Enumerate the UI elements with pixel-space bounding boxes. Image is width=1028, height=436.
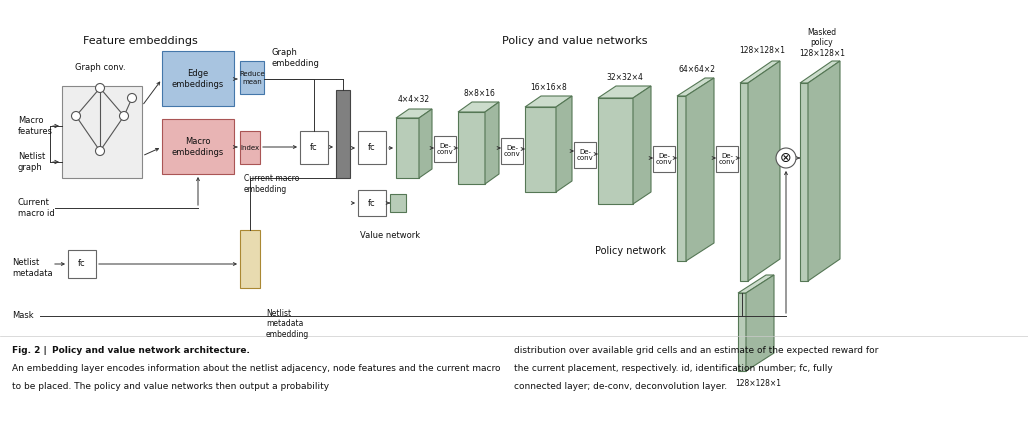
Text: 4×4×32: 4×4×32 (398, 95, 430, 105)
Bar (162, 51, 234, 106)
Polygon shape (738, 293, 746, 371)
Polygon shape (419, 109, 432, 178)
Bar (300, 131, 328, 164)
Text: De-
conv: De- conv (504, 144, 520, 157)
Circle shape (96, 84, 105, 92)
Polygon shape (748, 61, 780, 281)
Text: 16×16×8: 16×16×8 (530, 84, 567, 92)
Polygon shape (556, 96, 572, 192)
Text: Fig. 2 |: Fig. 2 | (12, 346, 46, 355)
Text: De-
conv: De- conv (577, 149, 593, 161)
Text: fc: fc (310, 143, 318, 153)
Bar (653, 146, 675, 172)
Text: Feature embeddings: Feature embeddings (82, 36, 197, 46)
Polygon shape (740, 83, 748, 281)
Polygon shape (677, 96, 686, 261)
Text: Netlist
metadata
embedding: Netlist metadata embedding (266, 309, 309, 339)
Polygon shape (686, 78, 714, 261)
Text: An embedding layer encodes information about the netlist adjacency, node feature: An embedding layer encodes information a… (12, 364, 501, 373)
Circle shape (127, 93, 137, 102)
Text: De-
conv: De- conv (656, 153, 672, 166)
Circle shape (96, 146, 105, 156)
Text: De-
conv: De- conv (437, 143, 453, 156)
Bar (162, 119, 234, 174)
Polygon shape (485, 102, 499, 184)
Text: Reduce
mean: Reduce mean (240, 72, 265, 85)
Polygon shape (458, 102, 499, 112)
Text: Index: Index (241, 145, 259, 151)
Text: Policy network: Policy network (594, 246, 665, 256)
Text: Mask: Mask (12, 311, 34, 320)
Text: 128×128×1: 128×128×1 (735, 378, 781, 388)
Text: Edge
embeddings: Edge embeddings (172, 69, 224, 89)
Polygon shape (396, 109, 432, 118)
Bar (715, 146, 738, 172)
Text: fc: fc (78, 259, 85, 269)
Polygon shape (740, 61, 780, 83)
Text: ⊗: ⊗ (780, 151, 792, 165)
Bar (501, 138, 523, 164)
Text: Current macro
embedding: Current macro embedding (244, 174, 299, 194)
Polygon shape (746, 275, 774, 371)
Polygon shape (738, 275, 774, 293)
Bar (240, 131, 260, 164)
Polygon shape (808, 61, 840, 281)
Text: Netlist
metadata: Netlist metadata (12, 258, 52, 278)
Text: 8×8×16: 8×8×16 (463, 89, 494, 99)
Text: Policy and value networks: Policy and value networks (503, 36, 648, 46)
Text: Value network: Value network (360, 232, 420, 241)
Circle shape (776, 148, 796, 168)
Text: the current placement, respectively. id, identification number; fc, fully: the current placement, respectively. id,… (514, 364, 833, 373)
Bar (336, 90, 350, 178)
Text: Netlist
graph: Netlist graph (19, 152, 45, 172)
Polygon shape (458, 112, 485, 184)
Text: fc: fc (368, 198, 376, 208)
Text: Policy and value network architecture.: Policy and value network architecture. (52, 346, 250, 355)
Bar (358, 190, 386, 216)
Circle shape (72, 112, 80, 120)
Bar (574, 142, 596, 168)
Bar (240, 61, 264, 94)
Text: Macro
features: Macro features (19, 116, 53, 136)
Text: to be placed. The policy and value networks then output a probability: to be placed. The policy and value netwo… (12, 382, 329, 391)
Polygon shape (677, 78, 714, 96)
Text: 64×64×2: 64×64×2 (678, 65, 715, 74)
Polygon shape (598, 98, 633, 204)
Polygon shape (525, 107, 556, 192)
Bar (240, 230, 260, 288)
Polygon shape (598, 86, 651, 98)
Text: 128×128×1: 128×128×1 (739, 47, 785, 55)
Text: Graph
embedding: Graph embedding (272, 48, 320, 68)
Polygon shape (800, 83, 808, 281)
Polygon shape (633, 86, 651, 204)
Text: 32×32×4: 32×32×4 (607, 74, 644, 82)
Circle shape (119, 112, 128, 120)
Bar (434, 136, 456, 162)
Polygon shape (800, 61, 840, 83)
Text: Macro
embeddings: Macro embeddings (172, 137, 224, 157)
Polygon shape (525, 96, 572, 107)
Polygon shape (396, 118, 419, 178)
Bar (62, 86, 142, 178)
Text: connected layer; de-conv, deconvolution layer.: connected layer; de-conv, deconvolution … (514, 382, 727, 391)
Text: De-
conv: De- conv (719, 153, 735, 166)
Text: Masked
policy
128×128×1: Masked policy 128×128×1 (799, 28, 845, 58)
Text: Current
macro id: Current macro id (19, 198, 54, 218)
Text: Graph conv.: Graph conv. (75, 64, 125, 72)
Text: fc: fc (368, 143, 376, 153)
Bar (68, 250, 96, 278)
Text: distribution over available grid cells and an estimate of the expected reward fo: distribution over available grid cells a… (514, 346, 878, 355)
Bar (358, 131, 386, 164)
Bar (390, 194, 406, 212)
